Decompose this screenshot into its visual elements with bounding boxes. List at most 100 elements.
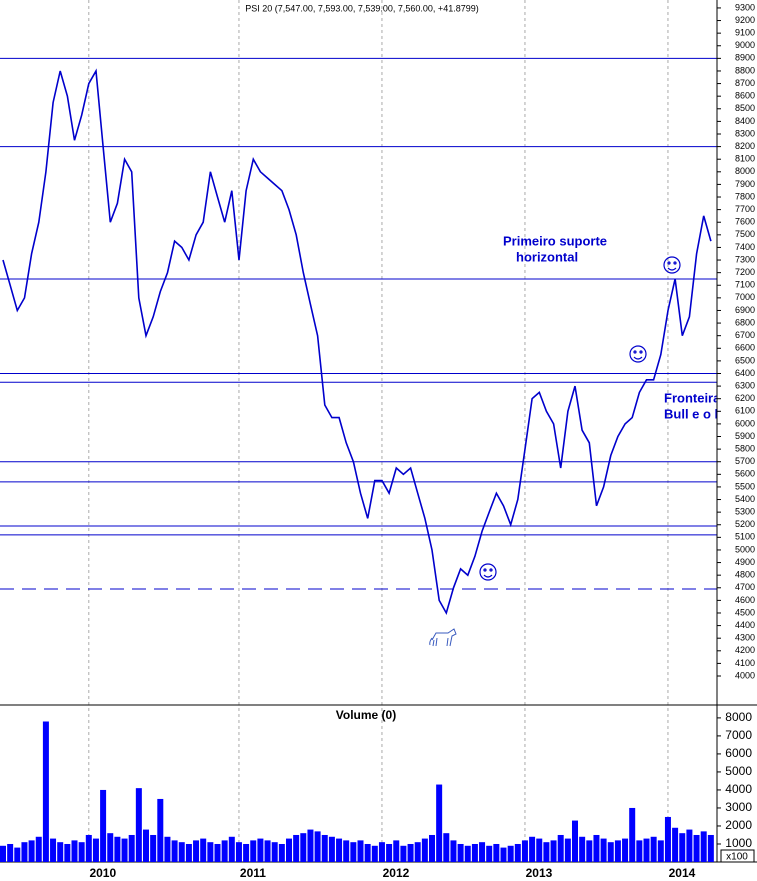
volume-bar (471, 843, 478, 862)
volume-bar (672, 827, 679, 862)
y-tick-label: 4400 (735, 620, 755, 630)
volume-bar (593, 834, 600, 862)
volume-bar (657, 840, 664, 862)
volume-bar (71, 840, 78, 862)
x-tick-label-hidden: 2013 (526, 866, 553, 880)
scale-box (720, 849, 755, 863)
volume-bar (128, 834, 135, 862)
annotation: Fronteira (664, 390, 721, 405)
y-tick-label: 5900 (735, 431, 755, 441)
x-tick-label-hidden: 2010 (89, 866, 116, 880)
volume-bar (457, 843, 464, 862)
volume-bar (92, 838, 99, 862)
x-tick-label: 2014 (669, 866, 696, 880)
y-tick-label: 8200 (735, 141, 755, 151)
y-tick-label: 6300 (735, 380, 755, 390)
y-tick-label: 6700 (735, 330, 755, 340)
y-tick-label: 8300 (735, 128, 755, 138)
volume-bar (693, 834, 700, 862)
volume-bar (235, 842, 242, 862)
volume-bar (286, 838, 292, 862)
y-tick-label: 4100 (735, 658, 755, 668)
volume-bar (650, 836, 657, 862)
volume-bar (50, 838, 57, 862)
volume-bar (336, 838, 343, 862)
volume-bar (321, 834, 328, 862)
y-tick-label: 3000 (725, 800, 752, 814)
y-tick-label: 6900 (735, 305, 755, 315)
volume-bar (400, 845, 407, 862)
price-line (2, 68, 712, 616)
plot-layer: Primeiro suporte horizontal Fronteira Bu… (0, 57, 721, 647)
annotation: Primeiro suporte (503, 233, 607, 248)
volume-bar (429, 834, 435, 862)
y-tick-label: 6400 (735, 368, 755, 378)
volume-bar (193, 840, 200, 862)
volume-bar (614, 840, 621, 862)
volume-bar (421, 838, 428, 862)
volume-bar (629, 807, 636, 862)
y-tick-label: 6200 (735, 393, 755, 403)
volume-bar (479, 842, 486, 862)
y-tick-label: 9000 (735, 40, 755, 50)
y-tick-label: 5800 (735, 443, 755, 453)
volume-bar (371, 845, 378, 862)
volume-bar (643, 838, 650, 862)
y-tick-label: 6600 (735, 343, 755, 353)
volume-bar (414, 842, 421, 862)
volume-bar (636, 840, 643, 862)
y-tick-label: 5100 (735, 532, 755, 542)
volume-bar (343, 840, 350, 862)
scale-label: x100 (726, 852, 748, 863)
x-tick-label-hidden: 2014 (669, 866, 696, 880)
volume-bar (264, 840, 271, 862)
volume-bar (579, 836, 586, 862)
volume-bar (243, 843, 250, 862)
volume-bar (14, 847, 21, 862)
y-tick-label: 7500 (735, 229, 755, 239)
volume-bar (607, 842, 614, 862)
volume-bar (514, 843, 521, 862)
y-tick-label: 4500 (735, 607, 755, 617)
volume-bar (407, 843, 414, 862)
volume-bar (85, 834, 92, 862)
y-tick-label: 6500 (735, 355, 755, 365)
y-tick-label: 7300 (735, 254, 755, 264)
y-tick-label: 7000 (735, 292, 755, 302)
volume-bar (35, 836, 42, 862)
volume-bar (7, 843, 14, 862)
y-tick-label: 8700 (735, 78, 755, 88)
volume-bar (600, 838, 607, 862)
volume-bar (121, 838, 128, 862)
x-tick-label: 2012 (383, 866, 410, 880)
y-tick-label: 5000 (725, 764, 752, 778)
y-tick-label: 6000 (735, 418, 755, 428)
y-tick-label: 4300 (735, 633, 755, 643)
volume-bar (700, 831, 707, 862)
volume-bar (214, 843, 221, 862)
volume-bar (100, 789, 107, 862)
y-tick-label: 7400 (735, 242, 755, 252)
y-tick-label: 7900 (735, 179, 755, 189)
volume-title: Volume (0) (336, 708, 396, 722)
volume-bar (307, 829, 314, 862)
volume-bar (0, 845, 6, 862)
volume-bar (664, 816, 671, 862)
volume-bar (314, 831, 321, 862)
volume-bar (157, 798, 164, 862)
y-tick-label: 2000 (725, 818, 752, 832)
y-tick-label: 8600 (735, 91, 755, 101)
volume-bar (300, 833, 307, 862)
y-tick-label: 7000 (725, 728, 752, 742)
y-tick-label: 9100 (735, 28, 755, 38)
volume-bar (228, 836, 235, 862)
volume-bar (221, 840, 228, 862)
y-tick-label: 5300 (735, 507, 755, 517)
y-tick-label: 6000 (725, 746, 752, 760)
y-tick-label: 9300 (735, 2, 755, 12)
x-tick-label-hidden: 2012 (383, 866, 410, 880)
y-tick-label: 5000 (735, 544, 755, 554)
volume-bar (207, 842, 214, 862)
